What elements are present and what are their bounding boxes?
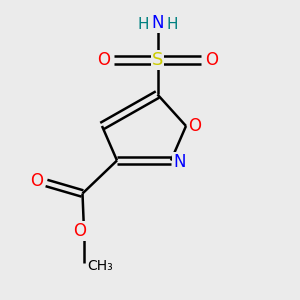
Text: H: H <box>137 17 149 32</box>
Text: O: O <box>97 51 110 69</box>
Text: N: N <box>173 153 186 171</box>
Text: CH₃: CH₃ <box>87 259 113 272</box>
Text: O: O <box>73 222 86 240</box>
Text: S: S <box>152 51 163 69</box>
Text: N: N <box>151 14 164 32</box>
Text: H: H <box>166 17 178 32</box>
Text: O: O <box>205 51 218 69</box>
Text: O: O <box>188 117 202 135</box>
Text: O: O <box>30 172 44 190</box>
